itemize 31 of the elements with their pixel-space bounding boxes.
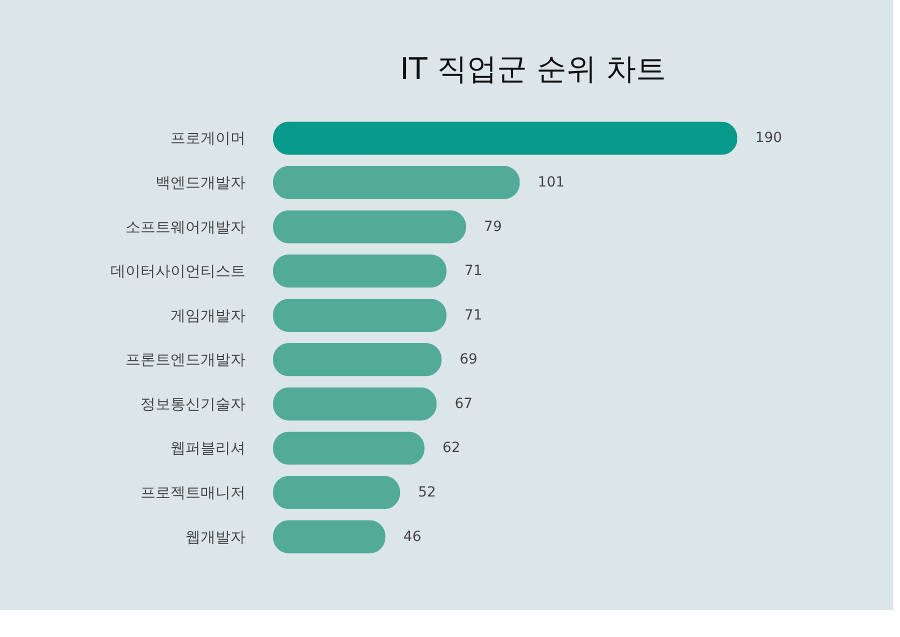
bar bbox=[273, 166, 520, 200]
data-label: 71 bbox=[464, 307, 482, 324]
y-tick-label: 데이터사이언티스트 bbox=[110, 262, 246, 280]
data-label: 71 bbox=[464, 263, 482, 280]
y-tick-label: 프로게이머 bbox=[170, 129, 246, 148]
y-tick-label: 프론트엔드개발자 bbox=[126, 350, 246, 369]
data-label: 79 bbox=[484, 218, 502, 235]
data-label: 52 bbox=[418, 484, 436, 500]
y-tick-label: 소프트웨어개발자 bbox=[126, 218, 246, 236]
bar bbox=[273, 520, 386, 554]
data-label: 67 bbox=[454, 396, 473, 412]
chart-title: IT 직업군 순위 차트 bbox=[400, 52, 666, 87]
bar bbox=[273, 122, 738, 155]
y-tick-label: 백엔드개발자 bbox=[156, 174, 246, 192]
bar bbox=[273, 476, 400, 510]
y-tick-label: 게임개발자 bbox=[170, 306, 246, 324]
data-label: 101 bbox=[538, 174, 565, 191]
y-tick-label: 웹퍼블리셔 bbox=[170, 439, 246, 458]
y-tick-label: 프로젝트매니저 bbox=[140, 483, 246, 502]
data-label: 69 bbox=[460, 352, 478, 368]
data-label: 190 bbox=[755, 130, 782, 146]
bar bbox=[273, 432, 425, 465]
data-label: 46 bbox=[403, 528, 422, 545]
bar bbox=[273, 343, 442, 376]
y-tick-label: 정보통신기술자 bbox=[140, 394, 246, 413]
data-label: 62 bbox=[442, 440, 460, 456]
bar bbox=[273, 387, 437, 421]
bar bbox=[273, 210, 466, 244]
y-tick-label: 웹개발자 bbox=[186, 528, 246, 546]
bar bbox=[273, 254, 446, 288]
bar bbox=[273, 298, 446, 332]
